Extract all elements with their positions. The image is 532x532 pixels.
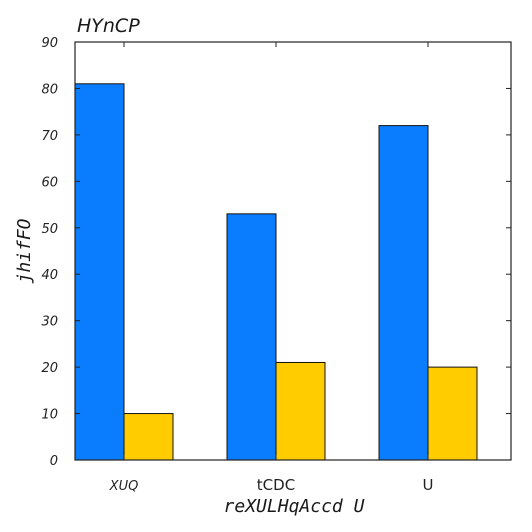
bar-tCDC-series-2: [275, 361, 326, 461]
x-tick-label-tCDC: tCDC: [257, 476, 295, 494]
bar-U-series-1: [378, 125, 429, 461]
bar-XUQ-series-1: [74, 83, 125, 461]
x-tick-label-U: U: [423, 476, 434, 494]
bar-tCDC-series-1: [226, 213, 277, 461]
y-tick-label: 90: [41, 36, 58, 51]
bar-U-series-2: [427, 366, 478, 461]
x-ticks-group: XUQ tCDC U: [109, 42, 434, 494]
y-tick-label: 20: [41, 361, 58, 376]
y-tick-label: 30: [41, 315, 58, 330]
x-tick-label-XUQ: XUQ: [109, 479, 139, 494]
y-tick-label: 10: [41, 408, 58, 423]
plot-frame: [74, 41, 512, 461]
y-tick-label: 70: [41, 129, 58, 144]
bars-group: [74, 83, 478, 461]
y-tick-label: 60: [41, 175, 58, 190]
x-axis-label: reXULHqAccd U: [224, 496, 365, 517]
y-axis-label: jhifFO: [14, 218, 35, 283]
y-tick-label: 0: [50, 454, 58, 469]
chart-title: HYnCP: [77, 15, 140, 37]
y-tick-label: 50: [41, 222, 58, 237]
bar-XUQ-series-2: [123, 413, 174, 461]
y-ticks-group: 0 10 20 30 40 50 60 70 80 90: [41, 36, 511, 469]
y-tick-label: 40: [41, 268, 58, 283]
y-tick-label: 80: [41, 82, 58, 97]
